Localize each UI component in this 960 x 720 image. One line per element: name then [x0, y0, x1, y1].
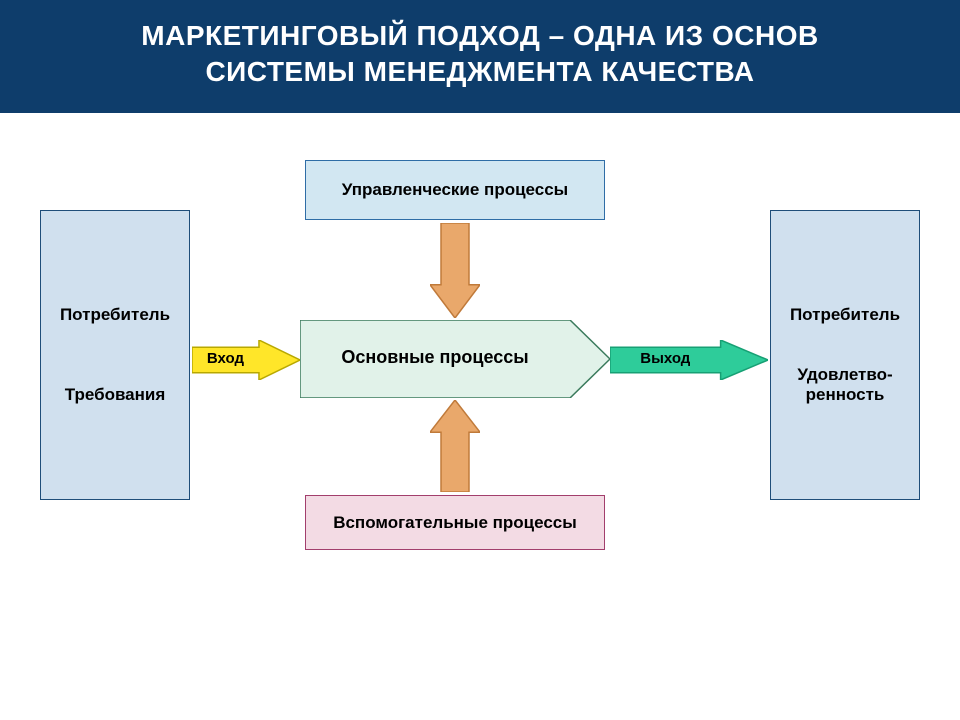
consumer-requirements-box: Потребитель Требования — [40, 210, 190, 500]
left-box-line1: Потребитель — [60, 305, 170, 325]
top-box-label: Управленческие процессы — [342, 180, 568, 200]
arrow-up-icon — [430, 400, 480, 492]
title-line2: СИСТЕМЫ МЕНЕДЖМЕНТА КАЧЕСТВА — [205, 56, 754, 87]
flow-diagram: Потребитель Требования Потребитель Удовл… — [0, 120, 960, 680]
consumer-satisfaction-box: Потребитель Удовлетво-ренность — [770, 210, 920, 500]
header-band: МАРКЕТИНГОВЫЙ ПОДХОД – ОДНА ИЗ ОСНОВ СИС… — [0, 0, 960, 113]
main-processes-shape — [300, 320, 610, 398]
page-title: МАРКЕТИНГОВЫЙ ПОДХОД – ОДНА ИЗ ОСНОВ СИС… — [20, 18, 940, 91]
arrow-down-icon — [430, 223, 480, 318]
arrow-in-icon — [192, 340, 300, 380]
title-line1: МАРКЕТИНГОВЫЙ ПОДХОД – ОДНА ИЗ ОСНОВ — [141, 20, 818, 51]
right-box-line2: Удовлетво-ренность — [797, 365, 892, 405]
management-processes-box: Управленческие процессы — [305, 160, 605, 220]
arrow-out-icon — [610, 340, 768, 380]
bottom-box-label: Вспомогательные процессы — [333, 513, 577, 533]
support-processes-box: Вспомогательные процессы — [305, 495, 605, 550]
left-box-line2: Требования — [65, 385, 166, 405]
right-box-line1: Потребитель — [790, 305, 900, 325]
